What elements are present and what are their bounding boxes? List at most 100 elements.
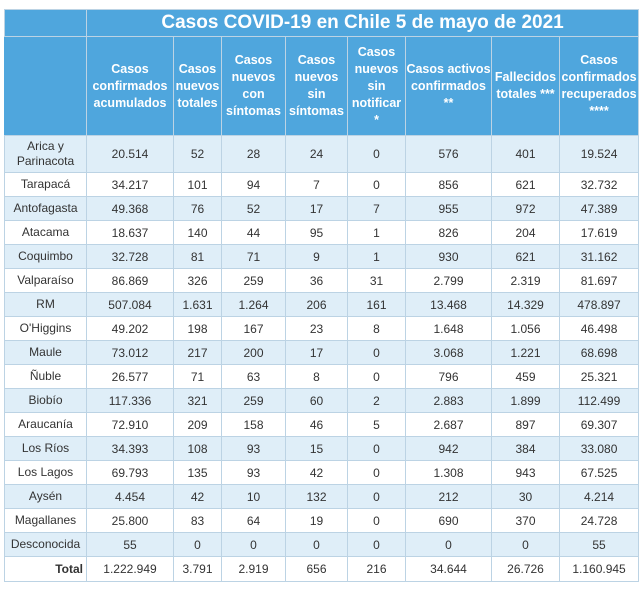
table-row: Ñuble 26.577 71 63 8 0 796 459 25.321 (4, 364, 640, 389)
value-cell: 95 (285, 220, 348, 245)
value-cell: 161 (347, 292, 406, 317)
value-cell: 135 (173, 460, 222, 485)
region-cell: O'Higgins (4, 316, 87, 341)
value-cell: 0 (405, 532, 492, 557)
value-cell: 71 (221, 244, 286, 269)
value-cell: 94 (221, 172, 286, 197)
value-cell: 326 (173, 268, 222, 293)
value-cell: 28 (221, 135, 286, 173)
value-cell: 31 (347, 268, 406, 293)
value-cell: 60 (285, 388, 348, 413)
region-cell: Los Lagos (4, 460, 87, 485)
value-cell: 69.307 (558, 412, 640, 437)
value-cell: 52 (173, 135, 222, 173)
table-row: Magallanes 25.800 83 64 19 0 690 370 24.728 (4, 508, 640, 533)
table-row: Los Ríos 34.393 108 93 15 0 942 384 33.080 (4, 436, 640, 461)
total-value-cell: 1.160.945 (558, 556, 640, 582)
value-cell: 1.648 (405, 316, 492, 341)
value-cell: 2.319 (491, 268, 560, 293)
value-cell: 0 (347, 436, 406, 461)
value-cell: 49.202 (86, 316, 174, 341)
value-cell: 1 (347, 220, 406, 245)
table-row: Tarapacá 34.217 101 94 7 0 856 621 32.732 (4, 172, 640, 197)
value-cell: 44 (221, 220, 286, 245)
table-row: Aysén 4.454 42 10 132 0 212 30 4.214 (4, 484, 640, 509)
value-cell: 897 (491, 412, 560, 437)
region-cell: Antofagasta (4, 196, 87, 221)
value-cell: 0 (347, 135, 406, 173)
region-cell: Ñuble (4, 364, 87, 389)
value-cell: 0 (347, 508, 406, 533)
table-title: Casos COVID-19 en Chile 5 de mayo de 202… (85, 9, 640, 37)
value-cell: 46 (285, 412, 348, 437)
value-cell: 7 (285, 172, 348, 197)
table-row: Desconocida 55 0 0 0 0 0 0 55 (4, 532, 640, 557)
value-cell: 72.910 (86, 412, 174, 437)
value-cell: 1.221 (491, 340, 560, 365)
value-cell: 8 (285, 364, 348, 389)
value-cell: 158 (221, 412, 286, 437)
table-row: Araucanía 72.910 209 158 46 5 2.687 897 69.307 (4, 412, 640, 437)
covid-cases-table: Casos COVID-19 en Chile 5 de mayo de 202… (4, 9, 640, 582)
value-cell: 24.728 (558, 508, 640, 533)
table-row: Antofagasta 49.368 76 52 17 7 955 972 47.389 (4, 196, 640, 221)
table-row: O'Higgins 49.202 198 167 23 8 1.648 1.056 46.498 (4, 316, 640, 341)
value-cell: 64 (221, 508, 286, 533)
value-cell: 198 (173, 316, 222, 341)
region-cell: Desconocida (4, 532, 87, 557)
value-cell: 34.393 (86, 436, 174, 461)
value-cell: 690 (405, 508, 492, 533)
value-cell: 55 (86, 532, 174, 557)
value-cell: 117.336 (86, 388, 174, 413)
table-row: Maule 73.012 217 200 17 0 3.068 1.221 68.698 (4, 340, 640, 365)
column-header: Fallecidos totales *** (491, 36, 560, 136)
value-cell: 459 (491, 364, 560, 389)
value-cell: 796 (405, 364, 492, 389)
total-value-cell: 216 (347, 556, 406, 582)
region-cell: Tarapacá (4, 172, 87, 197)
value-cell: 3.068 (405, 340, 492, 365)
value-cell: 83 (173, 508, 222, 533)
value-cell: 2.687 (405, 412, 492, 437)
total-value-cell: 3.791 (173, 556, 222, 582)
region-cell: Los Ríos (4, 436, 87, 461)
value-cell: 15 (285, 436, 348, 461)
table-row: Arica y Parinacota 20.514 52 28 24 0 576 401 19.… (4, 135, 640, 173)
value-cell: 73.012 (86, 340, 174, 365)
value-cell: 81 (173, 244, 222, 269)
value-cell: 4.454 (86, 484, 174, 509)
value-cell: 17.619 (558, 220, 640, 245)
column-header: Casos confirmados acumulados (86, 36, 174, 136)
value-cell: 1 (347, 244, 406, 269)
column-header: Casos activos confirmados ** (405, 36, 492, 136)
value-cell: 36 (285, 268, 348, 293)
value-cell: 49.368 (86, 196, 174, 221)
value-cell: 19.524 (558, 135, 640, 173)
value-cell: 2.883 (405, 388, 492, 413)
value-cell: 2 (347, 388, 406, 413)
value-cell: 4.214 (558, 484, 640, 509)
value-cell: 259 (221, 268, 286, 293)
value-cell: 108 (173, 436, 222, 461)
value-cell: 200 (221, 340, 286, 365)
value-cell: 507.084 (86, 292, 174, 317)
column-header: Casos nuevos sin síntomas (285, 36, 348, 136)
value-cell: 20.514 (86, 135, 174, 173)
column-header: Casos confirmados recuperados **** (558, 36, 640, 136)
value-cell: 2.799 (405, 268, 492, 293)
value-cell: 19 (285, 508, 348, 533)
region-cell: Magallanes (4, 508, 87, 533)
value-cell: 32.732 (558, 172, 640, 197)
value-cell: 370 (491, 508, 560, 533)
value-cell: 25.321 (558, 364, 640, 389)
total-row: Total 1.222.949 3.791 2.919 656 216 34.644 26.7… (4, 556, 640, 582)
value-cell: 13.468 (405, 292, 492, 317)
header-corner-lower (4, 36, 87, 136)
value-cell: 112.499 (558, 388, 640, 413)
value-cell: 17 (285, 340, 348, 365)
total-value-cell: 2.919 (221, 556, 286, 582)
value-cell: 942 (405, 436, 492, 461)
value-cell: 17 (285, 196, 348, 221)
table-row: Coquimbo 32.728 81 71 9 1 930 621 31.162 (4, 244, 640, 269)
region-cell: Atacama (4, 220, 87, 245)
